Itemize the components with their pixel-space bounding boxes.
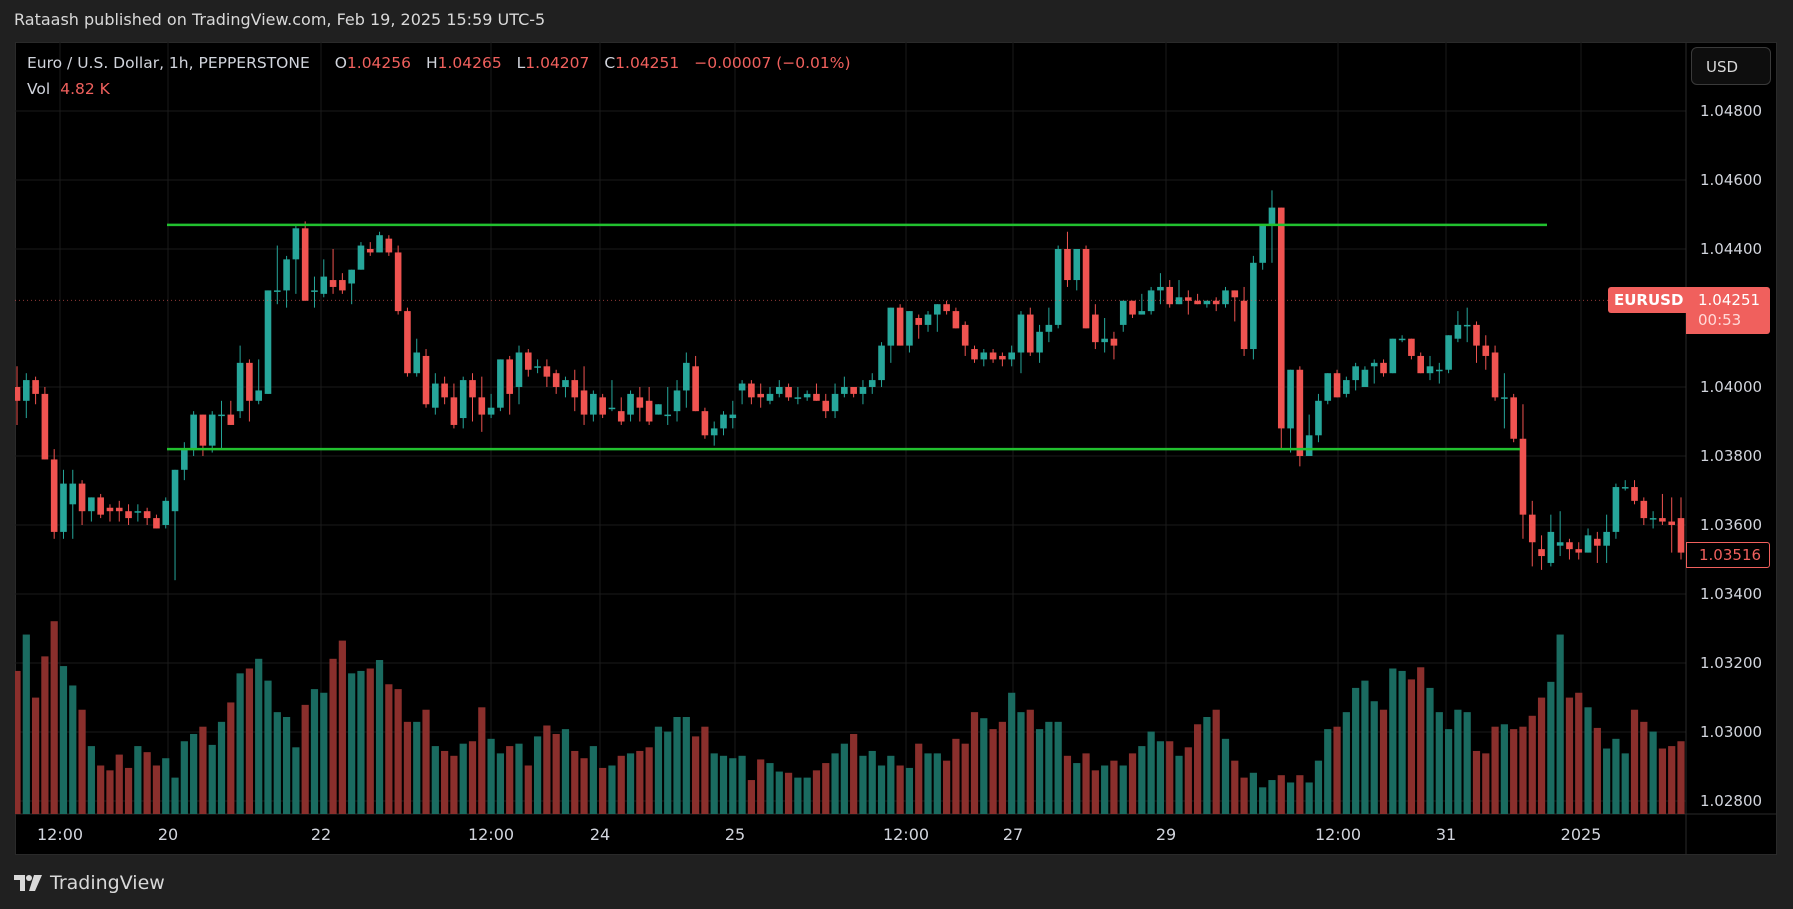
last-price: 1.04251 xyxy=(1698,291,1761,309)
price-tick-label: 1.04800 xyxy=(1700,102,1763,120)
price-tick-label: 1.03200 xyxy=(1700,654,1763,672)
volume-label: Vol xyxy=(27,80,51,98)
time-tick-label: 12:00 xyxy=(36,825,84,844)
high-label: H xyxy=(425,54,438,72)
close-value: 1.04251 xyxy=(615,54,680,72)
volume-legend: Vol 4.82 K xyxy=(27,80,110,98)
last-price-tag: 1.04251 00:53 xyxy=(1686,287,1770,334)
price-tick-label: 1.03600 xyxy=(1700,516,1763,534)
tradingview-logo-icon xyxy=(14,875,42,891)
open-label: O xyxy=(334,54,347,72)
symbol-legend: Euro / U.S. Dollar, 1h, PEPPERSTONE O1.0… xyxy=(27,54,851,72)
symbol-price-label: EURUSD xyxy=(1608,287,1690,313)
time-tick-label: 29 xyxy=(1155,825,1177,844)
time-tick-label: 25 xyxy=(724,825,746,844)
time-tick-label: 12:00 xyxy=(467,825,515,844)
bar-countdown: 00:53 xyxy=(1698,311,1742,329)
low-label: L xyxy=(516,54,526,72)
close-label: C xyxy=(604,54,616,72)
time-tick-label: 31 xyxy=(1435,825,1457,844)
time-tick-label: 12:00 xyxy=(882,825,930,844)
tradingview-logo[interactable]: TradingView xyxy=(14,872,165,894)
price-tick-label: 1.03400 xyxy=(1700,585,1763,603)
low-value: 1.04207 xyxy=(525,54,590,72)
price-tick-label: 1.03800 xyxy=(1700,447,1763,465)
time-tick-label: 20 xyxy=(157,825,179,844)
publisher-caption: Rataash published on TradingView.com, Fe… xyxy=(14,10,546,29)
time-tick-label: 27 xyxy=(1002,825,1024,844)
price-tick-label: 1.03000 xyxy=(1700,723,1763,741)
time-tick-label: 2025 xyxy=(1560,825,1602,844)
symbol-description: Euro / U.S. Dollar, 1h, PEPPERSTONE xyxy=(27,54,310,72)
time-tick-label: 22 xyxy=(310,825,332,844)
time-tick-label: 24 xyxy=(589,825,611,844)
open-value: 1.04256 xyxy=(346,54,412,72)
price-tick-label: 1.04600 xyxy=(1700,171,1763,189)
price-tick-label: 1.04400 xyxy=(1700,240,1763,258)
price-tick-label: 1.02800 xyxy=(1700,792,1763,810)
time-tick-label: 12:00 xyxy=(1314,825,1362,844)
currency-button[interactable]: USD xyxy=(1691,47,1771,85)
volume-value: 4.82 K xyxy=(60,80,110,98)
candlestick-chart[interactable] xyxy=(15,42,1777,855)
price-marker-tag: 1.03516 xyxy=(1686,542,1770,568)
brand-name: TradingView xyxy=(50,872,165,894)
price-tick-label: 1.04000 xyxy=(1700,378,1763,396)
high-value: 1.04265 xyxy=(437,54,502,72)
price-change: −0.00007 (−0.01%) xyxy=(694,54,851,72)
